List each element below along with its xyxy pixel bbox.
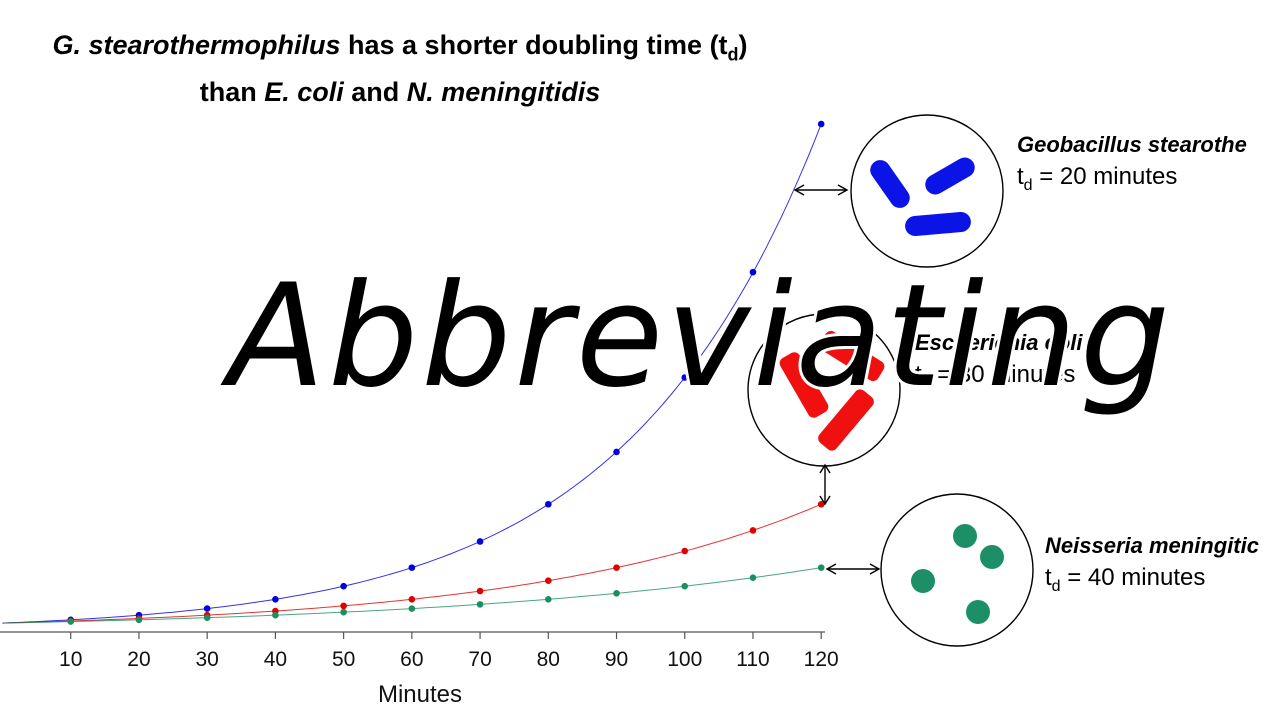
data-point-2-8 — [613, 589, 620, 597]
overlay-caption: Abbreviating — [225, 254, 1173, 419]
title-text-1: has a shorter doubling time (t — [340, 30, 728, 60]
x-tick-label: 60 — [400, 648, 423, 671]
title-text-3: than — [199, 77, 265, 108]
data-point-1-10 — [749, 527, 757, 534]
neisseria-coccus-3 — [911, 569, 935, 593]
data-point-2-1 — [135, 616, 143, 624]
data-point-1-8 — [613, 564, 620, 571]
data-point-2-10 — [749, 574, 757, 581]
neisseria-name: Neisseria meningitic — [1045, 533, 1259, 558]
title-line-2: than E. coli and N. meningitidis — [0, 73, 800, 111]
title-species-1: G. stearothermophilus — [52, 30, 341, 60]
geobacillus-circle — [850, 114, 1004, 268]
data-point-2-11 — [817, 564, 825, 571]
data-point-2-2 — [203, 614, 211, 621]
ecoli-label: Escherichia coli td = 30 minutes — [915, 327, 1083, 400]
data-point-0-11 — [817, 120, 825, 128]
title-text-2: ) — [738, 30, 748, 60]
data-point-1-9 — [681, 547, 689, 555]
geobacillus-illustration — [793, 114, 1004, 268]
title-line-1: G. stearothermophilus has a shorter doub… — [0, 26, 800, 73]
ecoli-doubling-time: td = 30 minutes — [915, 361, 1076, 392]
ecoli-rod-2 — [819, 330, 885, 382]
geobacillus-rod-3 — [905, 211, 971, 237]
ecoli-illustration — [747, 313, 901, 506]
ecoli-arrow — [819, 463, 831, 506]
x-axis-title: Minutes — [378, 681, 462, 708]
geobacillus-rod-1 — [870, 160, 910, 208]
x-tick-label: 30 — [195, 648, 218, 671]
x-tick-label: 100 — [667, 648, 702, 671]
geobacillus-name: Geobacillus stearothe — [1017, 132, 1247, 157]
data-point-0-8 — [613, 448, 620, 456]
title-species-2: E. coli — [264, 77, 344, 108]
neisseria-circle — [880, 493, 1034, 647]
neisseria-illustration — [825, 493, 1034, 647]
geobacillus-arrow — [793, 184, 849, 196]
x-tick-label: 120 — [804, 648, 839, 671]
data-point-0-5 — [408, 564, 416, 571]
data-point-0-2 — [203, 605, 211, 612]
x-tick-label: 20 — [127, 648, 150, 671]
data-point-2-6 — [476, 601, 484, 608]
data-point-2-0 — [67, 618, 75, 625]
geobacillus-label: Geobacillus stearothe td = 20 minutes — [1017, 129, 1247, 202]
data-point-0-4 — [340, 582, 347, 590]
data-point-0-7 — [545, 500, 552, 508]
geobacillus-doubling-time: td = 20 minutes — [1017, 163, 1178, 194]
x-tick-label: 40 — [264, 648, 287, 671]
data-point-2-7 — [545, 596, 552, 603]
neisseria-coccus-4 — [966, 600, 990, 624]
geobacillus-rod-2 — [925, 157, 975, 195]
x-tick-label: 10 — [59, 648, 82, 671]
ecoli-rod-1 — [779, 352, 829, 418]
data-point-1-5 — [408, 596, 416, 603]
data-point-2-4 — [340, 608, 347, 616]
x-tick-label: 80 — [537, 648, 560, 671]
data-point-1-7 — [545, 577, 552, 584]
data-point-0-10 — [749, 268, 757, 276]
data-point-0-9 — [681, 374, 689, 381]
data-point-2-3 — [272, 611, 279, 619]
title-species-3: N. meningitidis — [406, 77, 601, 108]
data-points — [67, 120, 825, 625]
title-subscript: d — [727, 44, 739, 65]
ecoli-name: Escherichia coli — [915, 330, 1083, 355]
neisseria-coccus-2 — [980, 545, 1004, 569]
data-point-1-11 — [817, 500, 825, 508]
data-point-2-9 — [681, 582, 689, 590]
title-text-4: and — [343, 77, 407, 108]
x-tick-label: 90 — [605, 648, 628, 671]
neisseria-coccus-1 — [953, 524, 977, 548]
data-point-1-6 — [476, 587, 484, 595]
data-point-0-6 — [476, 538, 484, 545]
ecoli-rod-3 — [818, 389, 874, 451]
x-tick-label: 70 — [468, 648, 491, 671]
neisseria-doubling-time: td = 40 minutes — [1045, 564, 1206, 595]
data-point-1-4 — [340, 602, 347, 610]
neisseria-arrow — [825, 563, 881, 575]
x-tick-label: 110 — [736, 648, 769, 671]
data-point-2-5 — [408, 605, 416, 612]
trend-curve-1 — [2, 503, 822, 624]
data-point-0-3 — [272, 596, 279, 603]
neisseria-label: Neisseria meningitic td = 40 minutes — [1045, 530, 1259, 603]
chart-title: G. stearothermophilus has a shorter doub… — [0, 26, 800, 111]
trend-curve-2 — [2, 567, 822, 624]
x-axis-ticks: 10 20 30 40 50 60 70 80 90 100 110 120 — [59, 632, 839, 671]
x-tick-label: 50 — [332, 648, 355, 671]
